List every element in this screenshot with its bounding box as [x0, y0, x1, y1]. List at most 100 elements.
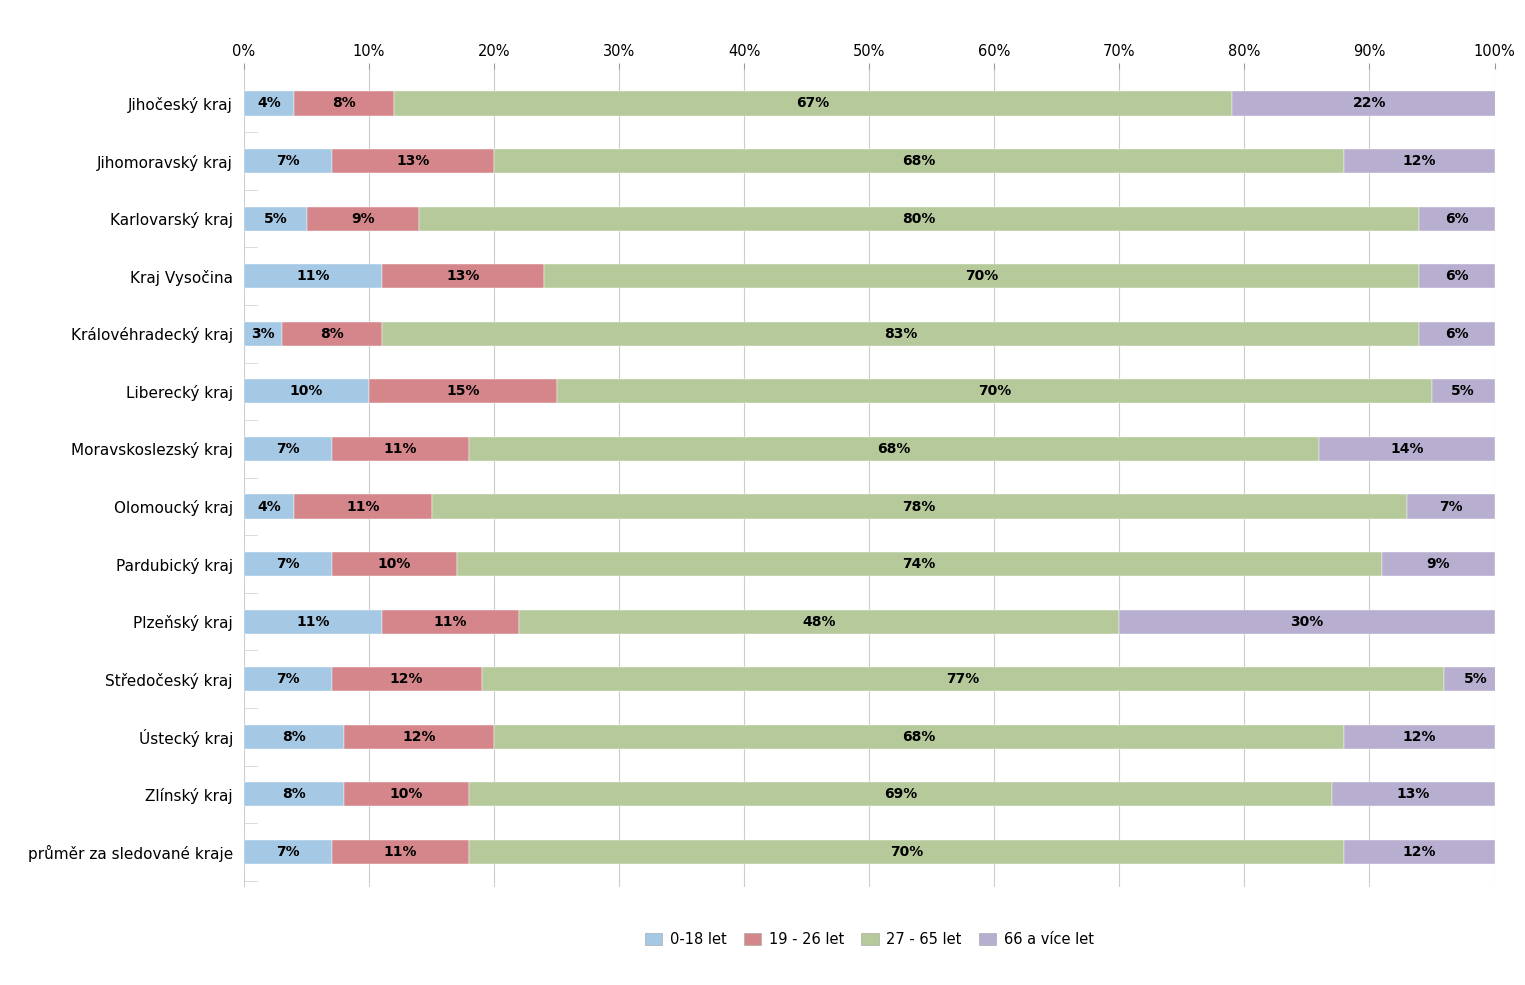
- Bar: [244, 667, 331, 691]
- Bar: [244, 92, 294, 115]
- Bar: [419, 207, 1420, 230]
- Text: 12%: 12%: [390, 672, 424, 687]
- Bar: [381, 264, 544, 289]
- Bar: [1408, 494, 1494, 518]
- Bar: [244, 322, 282, 346]
- Text: 13%: 13%: [396, 154, 430, 168]
- Bar: [282, 322, 381, 346]
- Bar: [244, 725, 345, 749]
- Bar: [244, 149, 331, 173]
- Bar: [369, 379, 557, 404]
- Text: 7%: 7%: [276, 845, 299, 859]
- Text: 68%: 68%: [903, 154, 936, 168]
- Text: 9%: 9%: [351, 212, 375, 226]
- Bar: [1331, 782, 1494, 807]
- Bar: [1345, 725, 1494, 749]
- Bar: [331, 149, 494, 173]
- Bar: [1420, 322, 1494, 346]
- Text: 67%: 67%: [796, 97, 830, 110]
- Bar: [331, 667, 482, 691]
- Text: 10%: 10%: [390, 787, 424, 802]
- Bar: [470, 782, 1331, 807]
- Bar: [1382, 552, 1494, 576]
- Text: 8%: 8%: [282, 787, 307, 802]
- Text: 5%: 5%: [1452, 384, 1475, 398]
- Text: 8%: 8%: [332, 97, 355, 110]
- Text: 11%: 11%: [296, 269, 329, 284]
- Legend: 0-18 let, 19 - 26 let, 27 - 65 let, 66 a více let: 0-18 let, 19 - 26 let, 27 - 65 let, 66 a…: [639, 926, 1100, 952]
- Text: 7%: 7%: [276, 442, 299, 456]
- Text: 6%: 6%: [1446, 212, 1469, 226]
- Text: 15%: 15%: [447, 384, 479, 398]
- Text: 80%: 80%: [903, 212, 936, 226]
- Text: 8%: 8%: [320, 327, 343, 341]
- Text: 8%: 8%: [282, 730, 307, 744]
- Text: 5%: 5%: [1464, 672, 1487, 687]
- Bar: [494, 725, 1345, 749]
- Bar: [294, 494, 432, 518]
- Text: 10%: 10%: [377, 558, 410, 571]
- Bar: [544, 264, 1420, 289]
- Bar: [470, 840, 1345, 864]
- Bar: [432, 494, 1408, 518]
- Bar: [331, 552, 456, 576]
- Text: 77%: 77%: [947, 672, 979, 687]
- Text: 11%: 11%: [384, 845, 416, 859]
- Text: 7%: 7%: [276, 558, 299, 571]
- Text: 7%: 7%: [1440, 499, 1462, 513]
- Text: 13%: 13%: [1397, 787, 1430, 802]
- Text: 11%: 11%: [384, 442, 416, 456]
- Bar: [1319, 436, 1494, 461]
- Bar: [244, 610, 381, 633]
- Bar: [244, 379, 369, 404]
- Text: 6%: 6%: [1446, 327, 1469, 341]
- Text: 78%: 78%: [903, 499, 936, 513]
- Bar: [482, 667, 1444, 691]
- Bar: [456, 552, 1382, 576]
- Bar: [557, 379, 1432, 404]
- Text: 11%: 11%: [296, 615, 329, 628]
- Text: 48%: 48%: [802, 615, 836, 628]
- Bar: [381, 322, 1420, 346]
- Bar: [294, 92, 393, 115]
- Bar: [1232, 92, 1507, 115]
- Text: 4%: 4%: [258, 97, 281, 110]
- Bar: [331, 436, 470, 461]
- Text: 70%: 70%: [965, 269, 999, 284]
- Bar: [1420, 264, 1494, 289]
- Text: 5%: 5%: [264, 212, 287, 226]
- Text: 83%: 83%: [884, 327, 917, 341]
- Text: 6%: 6%: [1446, 269, 1469, 284]
- Text: 9%: 9%: [1426, 558, 1450, 571]
- Bar: [244, 207, 307, 230]
- Bar: [518, 610, 1119, 633]
- Text: 7%: 7%: [276, 154, 299, 168]
- Bar: [393, 92, 1232, 115]
- Bar: [470, 436, 1319, 461]
- Text: 7%: 7%: [276, 672, 299, 687]
- Bar: [331, 840, 470, 864]
- Bar: [381, 610, 518, 633]
- Text: 11%: 11%: [346, 499, 380, 513]
- Text: 12%: 12%: [1403, 730, 1437, 744]
- Bar: [345, 782, 470, 807]
- Text: 10%: 10%: [290, 384, 323, 398]
- Text: 12%: 12%: [403, 730, 436, 744]
- Bar: [1119, 610, 1494, 633]
- Bar: [1420, 207, 1494, 230]
- Bar: [244, 264, 381, 289]
- Bar: [1444, 667, 1507, 691]
- Bar: [1345, 149, 1494, 173]
- Text: 4%: 4%: [258, 499, 281, 513]
- Text: 14%: 14%: [1391, 442, 1424, 456]
- Bar: [244, 436, 331, 461]
- Text: 12%: 12%: [1403, 845, 1437, 859]
- Text: 70%: 70%: [978, 384, 1011, 398]
- Text: 70%: 70%: [891, 845, 924, 859]
- Text: 3%: 3%: [252, 327, 274, 341]
- Bar: [345, 725, 494, 749]
- Bar: [494, 149, 1345, 173]
- Bar: [1432, 379, 1494, 404]
- Text: 74%: 74%: [903, 558, 936, 571]
- Text: 22%: 22%: [1353, 97, 1386, 110]
